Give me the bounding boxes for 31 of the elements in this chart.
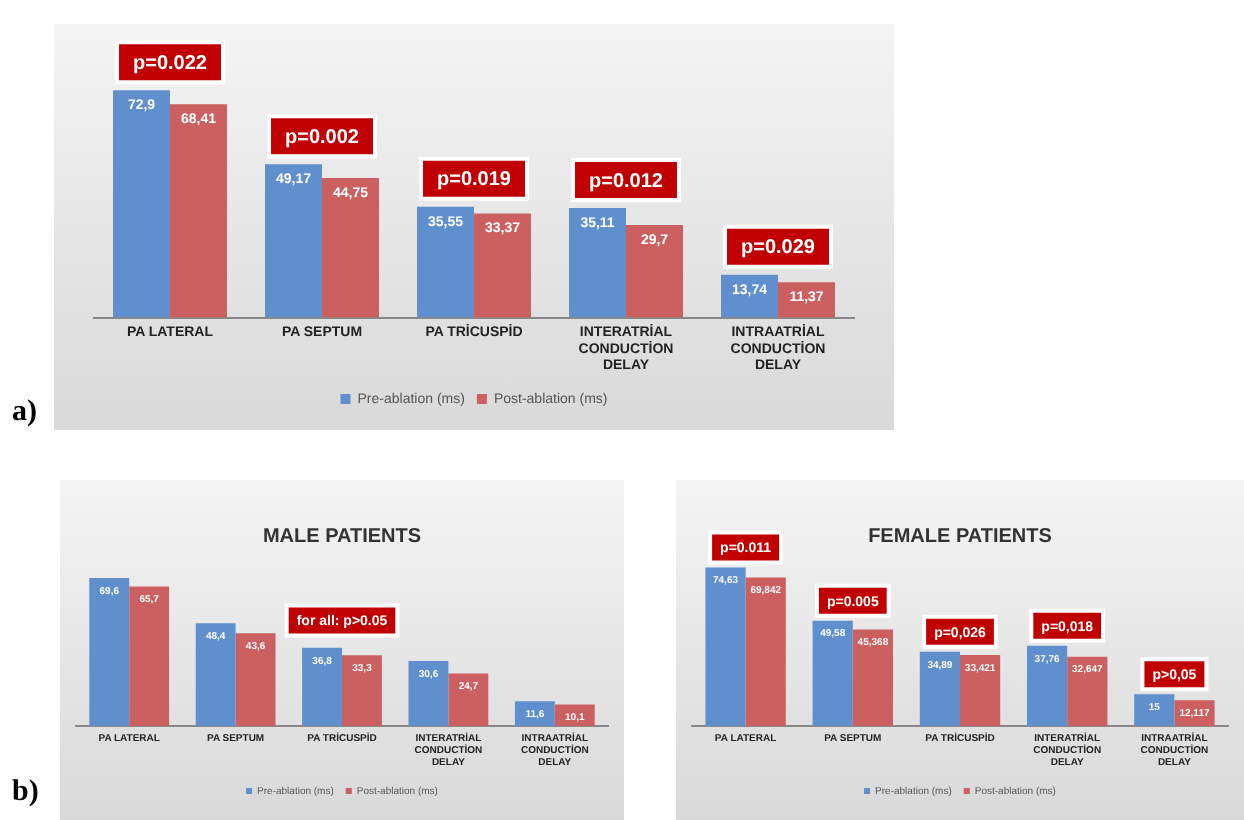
bar [745,577,786,726]
bar [1067,656,1108,726]
text: a) [12,396,37,430]
bar [408,660,449,726]
bar [322,177,379,318]
bar [474,213,531,318]
annotation: p=0.022 [133,52,208,75]
bar [265,164,322,318]
annotation: p=0.002 [285,126,360,149]
chart-title: MALE PATIENTS [262,525,422,548]
text: b) [12,776,39,810]
bar [1174,700,1215,726]
bar [852,629,893,726]
bar [129,586,170,726]
bar [569,208,626,318]
chart-title: FEMALE PATIENTS [868,525,1053,548]
bar [514,701,555,726]
annotation: p=0.019 [437,169,512,192]
annotation: p=0.012 [589,170,664,193]
bar [195,623,236,726]
bar [342,655,382,726]
bar [960,654,1001,726]
annotation: p=0.029 [741,237,816,260]
bar [626,224,683,318]
bar [113,90,170,318]
bar [448,673,489,726]
bar [89,578,130,726]
bar [302,647,342,726]
bar [417,206,474,318]
bar [170,104,227,318]
bar [235,633,276,726]
